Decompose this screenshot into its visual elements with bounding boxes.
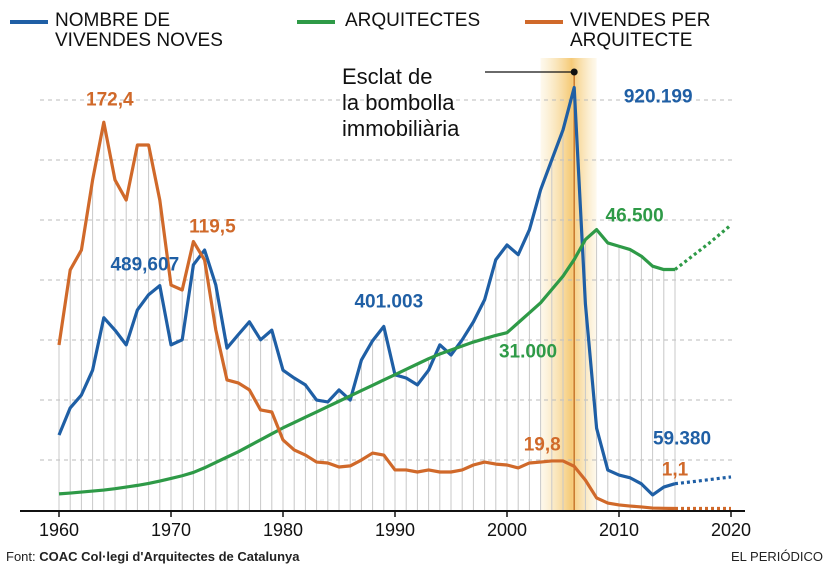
value-label: 401.003 — [354, 291, 423, 312]
publisher: EL PERIÓDICO — [731, 549, 823, 564]
value-label: 489,607 — [110, 255, 179, 276]
x-tick-label: 1990 — [375, 520, 415, 540]
value-label: 19,8 — [524, 434, 561, 455]
line — [57, 120, 676, 511]
value-label: 172,4 — [86, 89, 134, 110]
x-tick-label: 1970 — [151, 520, 191, 540]
legend-label: VIVENDES PER ARQUITECTE — [570, 10, 711, 51]
value-label: 46.500 — [606, 206, 664, 227]
value-label: 119,5 — [189, 217, 236, 238]
line — [58, 228, 675, 496]
value-label: 1,1 — [662, 460, 689, 481]
legend-label: ARQUITECTES — [345, 10, 481, 31]
x-tick-label: 2020 — [711, 520, 751, 540]
source: Font: COAC Col·legi d'Arquitectes de Cat… — [6, 549, 300, 564]
value-label: 920.199 — [624, 87, 693, 108]
x-tick-label: 1980 — [263, 520, 303, 540]
annotation-text: la bombolla — [342, 90, 455, 115]
value-labels: 489,607 401.003 920.199 59.380 31.000 46.500 1… — [86, 87, 711, 481]
highlight-band — [540, 58, 597, 511]
x-tick-label: 2010 — [599, 520, 639, 540]
dashed-guides — [40, 99, 735, 461]
source-text: COAC Col·legi d'Arquitectes de Catalunya — [39, 549, 300, 564]
x-tick-label: 1960 — [39, 520, 79, 540]
annotation-text: Esclat de — [342, 64, 433, 89]
legend-label: NOMBRE DE VIVENDES NOVES — [55, 10, 223, 51]
annotation-text: immobiliària — [342, 116, 460, 141]
line-projection — [674, 223, 733, 271]
x-ticks: 1960 1970 1980 1990 2000 2010 2020 — [39, 511, 751, 540]
value-label: 59.380 — [653, 429, 711, 450]
annotation-dot — [570, 68, 578, 76]
source-label: Font: — [6, 549, 36, 564]
x-tick-label: 2000 — [487, 520, 527, 540]
year-lines — [58, 72, 676, 511]
value-label: 31.000 — [499, 342, 557, 363]
line — [57, 85, 676, 497]
series-lines — [57, 85, 733, 511]
background — [540, 58, 597, 511]
